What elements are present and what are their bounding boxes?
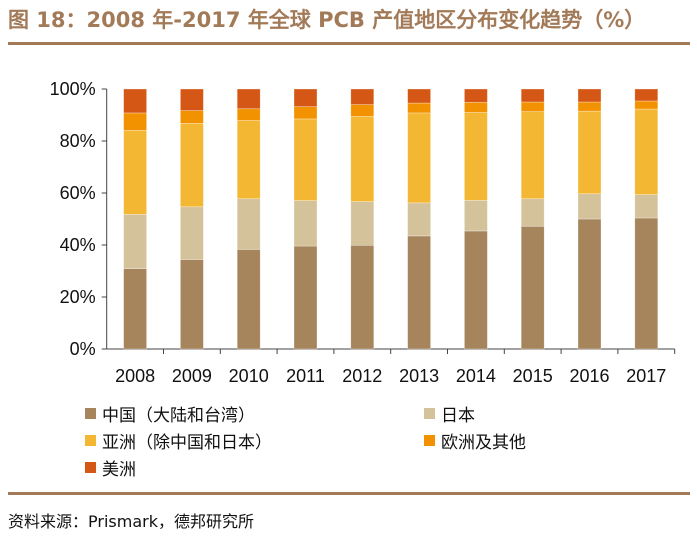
bar-segment: [577, 101, 602, 112]
x-tick-label: 2010: [229, 366, 269, 386]
legend-swatch: [85, 435, 96, 446]
bar-segment: [520, 111, 545, 200]
bar-segment: [236, 198, 261, 250]
bar-segment: [236, 120, 261, 200]
bar-segment: [123, 112, 147, 131]
bar-segment: [293, 88, 318, 107]
legend-item-asia: 亚洲（除中国和日本）: [85, 428, 272, 453]
bar-segment: [350, 88, 375, 105]
bar-segment: [634, 194, 659, 219]
bar-segment: [407, 235, 431, 350]
bar-segment: [577, 88, 602, 103]
x-tick-label: 2008: [115, 366, 155, 386]
x-tick-label: 2014: [456, 366, 496, 386]
bar-segment: [350, 201, 375, 246]
bar-segment: [350, 116, 375, 202]
legend-swatch: [85, 408, 96, 419]
y-tick-label: 100%: [50, 79, 96, 99]
legend-swatch: [85, 462, 96, 473]
bar-segment: [577, 110, 602, 195]
source-note: 资料来源：Prismark，德邦研究所: [8, 512, 254, 531]
bar-segment: [180, 123, 204, 208]
bar-segment: [407, 88, 431, 104]
x-tick-label: 2016: [569, 366, 609, 386]
x-tick-label: 2015: [513, 366, 553, 386]
legend-label: 日本: [441, 406, 475, 426]
y-tick-label: 80%: [60, 131, 96, 151]
bar-segment: [180, 259, 204, 350]
chart-title: 图 18：2008 年-2017 年全球 PCB 产值地区分布变化趋势（%）: [8, 8, 646, 32]
bar-segment: [577, 193, 602, 220]
bar-segment: [180, 206, 204, 260]
legend-swatch: [424, 408, 435, 419]
bar-segment: [407, 102, 431, 114]
y-tick-label: 60%: [60, 183, 96, 203]
x-tick-label: 2017: [626, 366, 666, 386]
bar-segment: [407, 202, 431, 237]
bar-segment: [577, 218, 602, 350]
bar-segment: [634, 100, 659, 110]
bar-segment: [180, 110, 204, 124]
bar-segment: [123, 88, 147, 114]
y-tick-label: 20%: [60, 287, 96, 307]
bar-segment: [464, 230, 488, 350]
bar-segment: [350, 244, 375, 350]
bar-segment: [634, 217, 659, 350]
bar-segment: [464, 101, 488, 113]
bar-segment: [236, 249, 261, 350]
bar-segment: [407, 112, 431, 204]
legend-item-china: 中国（大陆和台湾）: [85, 401, 255, 426]
bar-segment: [520, 88, 545, 103]
bar-segment: [180, 88, 204, 111]
legend-label: 美洲: [102, 460, 136, 480]
bar-segment: [293, 245, 318, 350]
bar-segment: [464, 199, 488, 232]
bar-segment: [464, 112, 488, 201]
bar-segment: [123, 130, 147, 215]
x-tick-label: 2011: [286, 366, 325, 386]
bar-segment: [293, 118, 318, 201]
legend-label: 欧洲及其他: [441, 433, 526, 453]
bar-segment: [520, 101, 545, 112]
bar-segment: [634, 88, 659, 102]
bar-segment: [464, 88, 488, 103]
stacked-bar-chart: 0% 20% 40% 60% 80% 100% 2008 2009 2010 2011 2012 20…: [50, 79, 676, 386]
x-tick-label: 2012: [342, 366, 382, 386]
y-tick-label: 40%: [60, 235, 96, 255]
legend-item-japan: 日本: [424, 401, 475, 426]
legend-item-europe: 欧洲及其他: [424, 428, 526, 453]
legend-item-americas: 美洲: [85, 455, 136, 480]
bar-segment: [520, 225, 545, 350]
bar-segment: [123, 214, 147, 269]
bar-segment: [236, 88, 261, 110]
bar-segment: [293, 200, 318, 247]
x-tick-label: 2009: [172, 366, 212, 386]
bar-segment: [634, 108, 659, 195]
bar-segment: [293, 106, 318, 120]
bar-segment: [123, 268, 147, 350]
footer-divider: [8, 492, 690, 495]
y-tick-label: 0%: [70, 339, 96, 359]
legend-label: 中国（大陆和台湾）: [102, 406, 255, 426]
x-tick-label: 2013: [399, 366, 439, 386]
title-divider: [8, 42, 690, 45]
bar-segment: [350, 104, 375, 117]
legend-label: 亚洲（除中国和日本）: [102, 433, 272, 453]
bar-segment: [236, 108, 261, 121]
bar-segment: [520, 198, 545, 227]
legend-swatch: [424, 435, 435, 446]
